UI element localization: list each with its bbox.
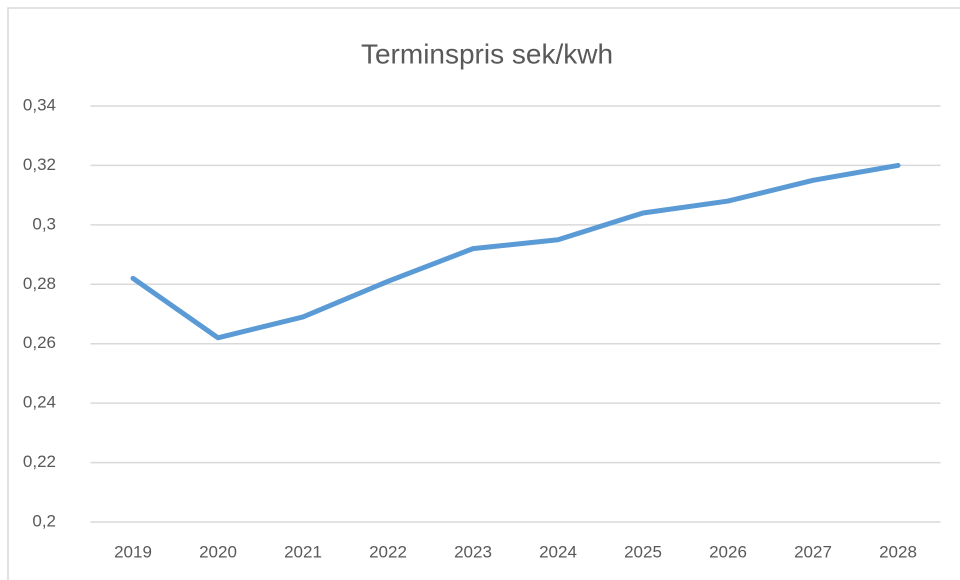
- x-tick-label: 2020: [199, 542, 237, 561]
- x-tick-label: 2024: [539, 542, 577, 561]
- y-tick-label: 0,26: [23, 333, 56, 352]
- x-tick-label: 2023: [454, 542, 492, 561]
- y-tick-label: 0,24: [23, 393, 56, 412]
- x-tick-label: 2028: [879, 542, 917, 561]
- x-tick-label: 2019: [114, 542, 152, 561]
- y-tick-label: 0,34: [23, 95, 56, 114]
- x-tick-label: 2025: [624, 542, 662, 561]
- y-tick-label: 0,22: [23, 452, 56, 471]
- data-line: [130, 162, 901, 341]
- y-tick-label: 0,3: [32, 214, 56, 233]
- chart-title: Terminspris sek/kwh: [361, 38, 613, 69]
- x-tick-label: 2022: [369, 542, 407, 561]
- x-tick-label: 2026: [709, 542, 747, 561]
- y-tick-label: 0,32: [23, 155, 56, 174]
- y-tick-label: 0,2: [32, 511, 56, 530]
- y-tick-label: 0,28: [23, 274, 56, 293]
- x-tick-label: 2027: [794, 542, 832, 561]
- chart-border: [7, 7, 960, 580]
- x-tick-label: 2021: [284, 542, 322, 561]
